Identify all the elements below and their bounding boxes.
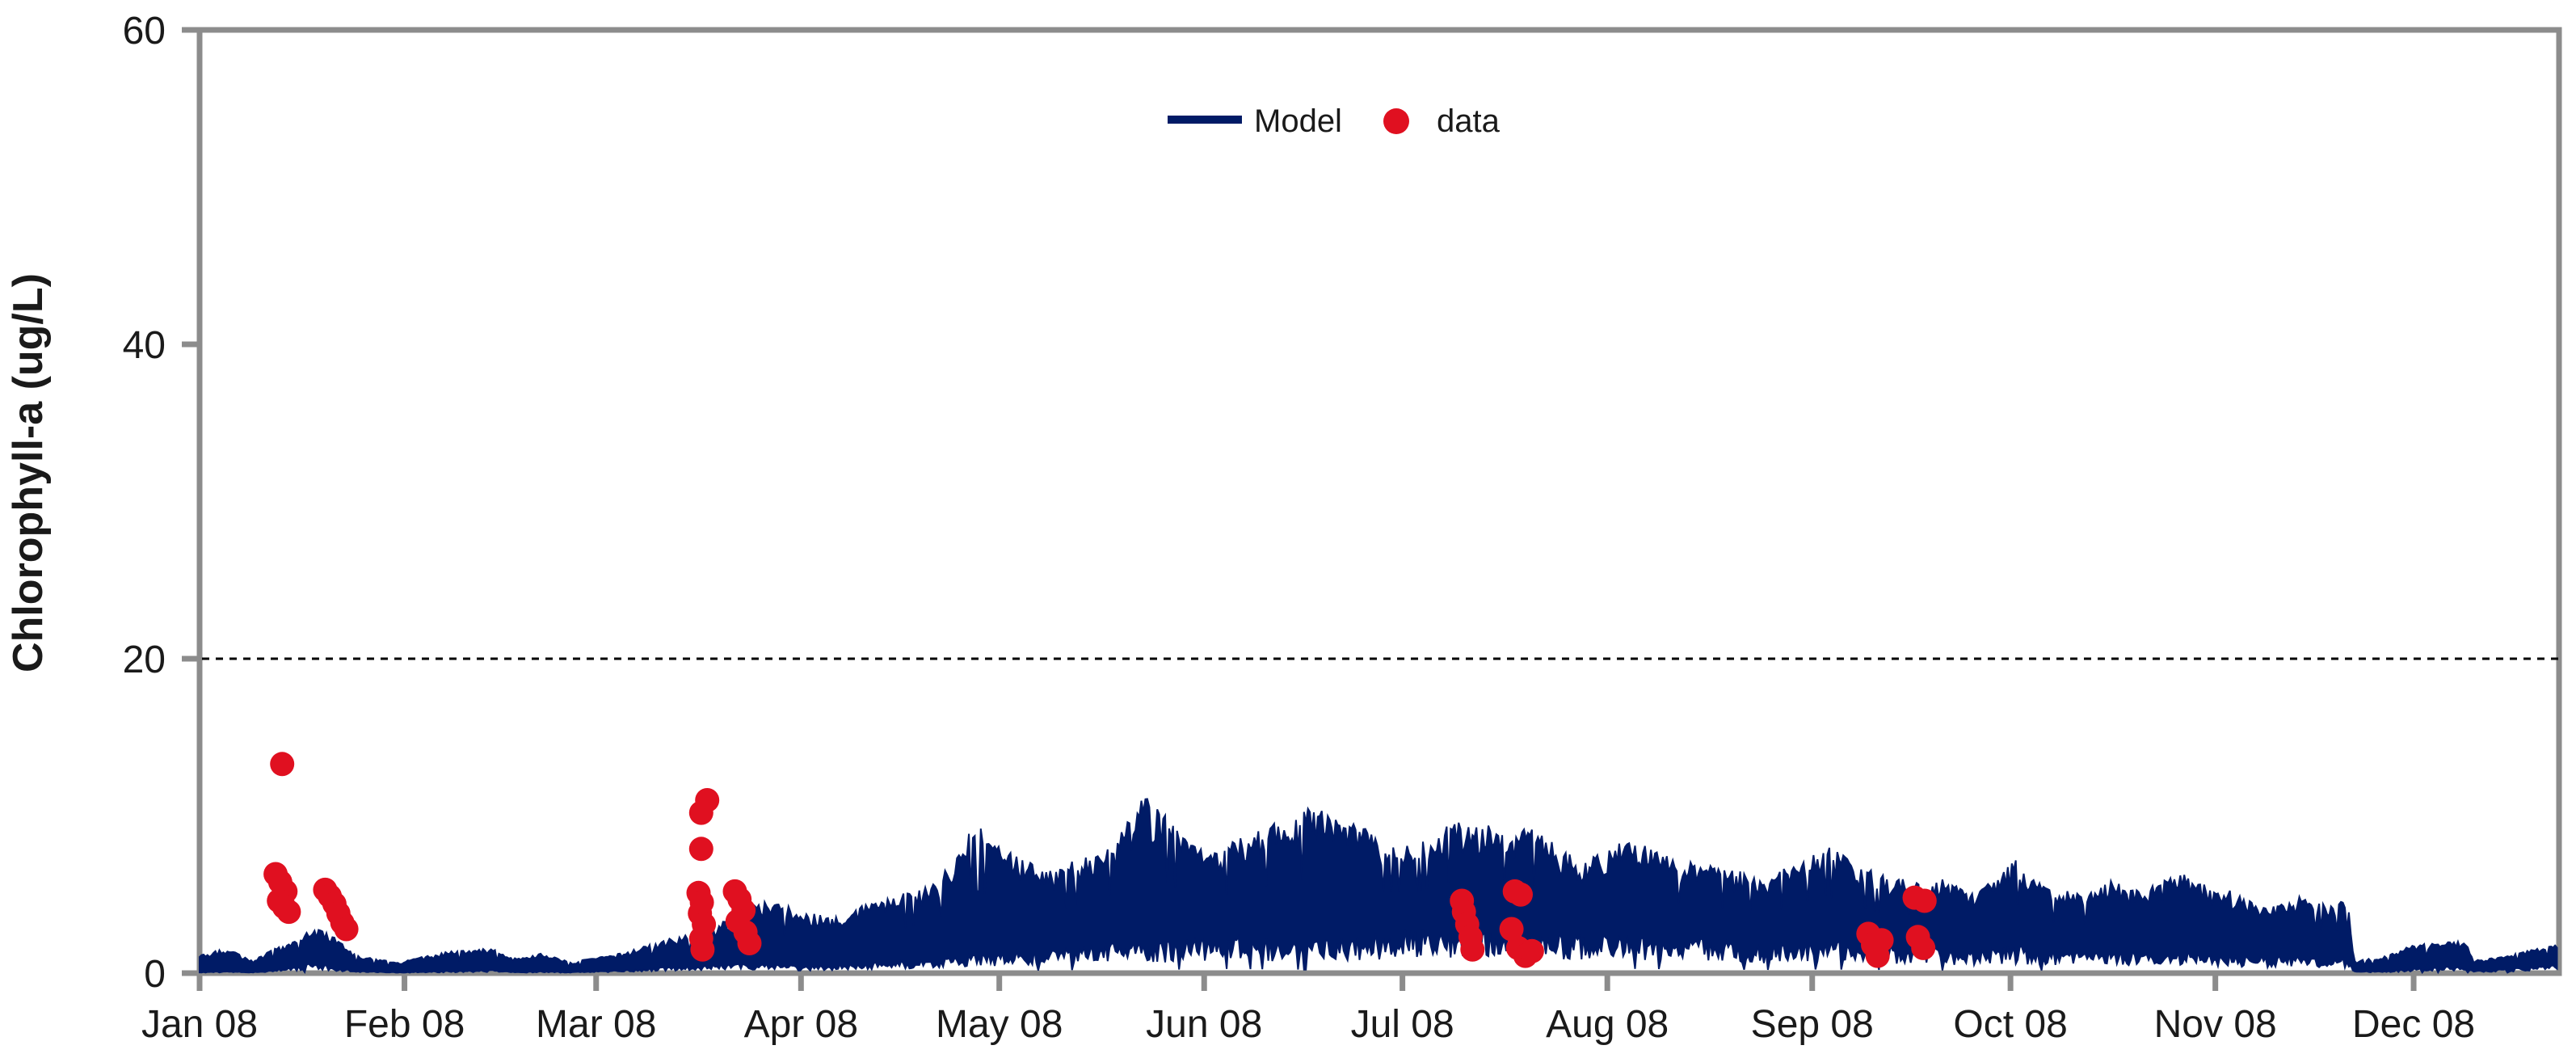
model-series [199, 798, 2558, 975]
legend-model-label: Model [1254, 103, 1342, 139]
x-tick-label: May 08 [936, 1003, 1063, 1046]
data-point [334, 917, 359, 942]
x-tick-label: Feb 08 [344, 1003, 465, 1046]
legend: Model data [1168, 103, 1501, 139]
data-point [688, 800, 713, 825]
model-band-path [199, 798, 2558, 975]
data-point [690, 937, 715, 962]
x-tick-label: Sep 08 [1751, 1003, 1874, 1046]
y-tick-label: 40 [123, 324, 166, 367]
y-axis-title: Chlorophyll-a (ug/L) [5, 273, 52, 672]
y-tick-label: 0 [144, 953, 166, 996]
plot-border [196, 27, 2562, 976]
data-point [276, 900, 301, 925]
x-tick-label: Jun 08 [1146, 1003, 1262, 1046]
x-tick-label: Mar 08 [536, 1003, 656, 1046]
data-point [1912, 888, 1937, 913]
x-axis-ticks: Jan 08 Feb 08 Mar 08 Apr 08 May 08 Jun 08 Jul … [141, 973, 2475, 1046]
data-point [1869, 928, 1894, 953]
data-point [1460, 937, 1485, 962]
x-tick-label: Dec 08 [2352, 1003, 2475, 1046]
x-tick-label: Apr 08 [744, 1003, 858, 1046]
y-tick-label: 20 [123, 639, 166, 681]
data-series [263, 752, 1937, 968]
y-tick-label: 60 [123, 10, 166, 53]
x-tick-label: Jul 08 [1351, 1003, 1454, 1046]
data-point [737, 931, 762, 955]
legend-data-label: data [1437, 103, 1501, 139]
x-tick-label: Jan 08 [141, 1003, 258, 1046]
y-axis-ticks: 0 20 40 60 [123, 10, 200, 996]
data-point [1499, 917, 1524, 942]
data-point [270, 752, 295, 777]
data-point [1509, 882, 1533, 907]
legend-data-marker [1383, 108, 1409, 134]
x-tick-label: Nov 08 [2154, 1003, 2277, 1046]
data-point [1519, 938, 1544, 963]
x-tick-label: Oct 08 [1953, 1003, 2067, 1046]
data-point [688, 837, 713, 862]
x-tick-label: Aug 08 [1546, 1003, 1669, 1046]
data-point [1911, 935, 1936, 960]
